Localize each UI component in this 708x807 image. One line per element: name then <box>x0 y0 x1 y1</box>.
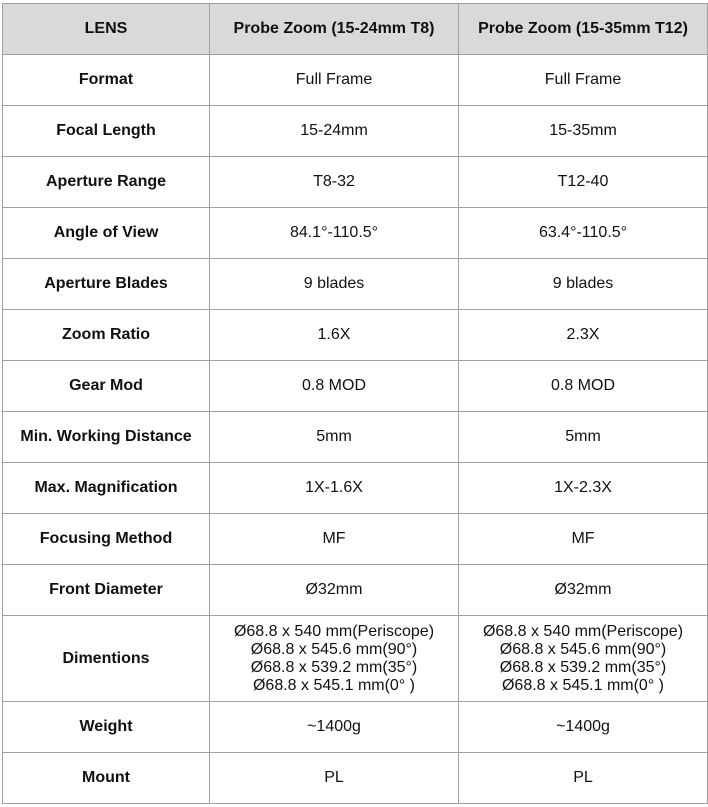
table-row: Min. Working Distance 5mm 5mm <box>2 411 708 463</box>
row-label: Angle of View <box>2 207 210 259</box>
header-cell: Probe Zoom (15-24mm T8) <box>209 3 459 55</box>
table-cell: 15-35mm <box>458 105 708 157</box>
cell-line: Ø68.8 x 540 mm(Periscope) <box>482 622 684 640</box>
table-row: Focusing Method MF MF <box>2 513 708 565</box>
table-cell: ~1400g <box>458 701 708 753</box>
table-cell: 9 blades <box>209 258 459 310</box>
table-cell: 9 blades <box>458 258 708 310</box>
table-cell: ~1400g <box>209 701 459 753</box>
cell-line: Ø68.8 x 540 mm(Periscope) <box>233 622 435 640</box>
table-cell: Ø68.8 x 540 mm(Periscope) Ø68.8 x 545.6 m… <box>458 615 708 702</box>
table-cell: PL <box>209 752 459 804</box>
cell-line: Ø68.8 x 545.6 mm(90°) <box>250 640 418 658</box>
table-cell: 1X-1.6X <box>209 462 459 514</box>
table-row: Max. Magnification 1X-1.6X 1X-2.3X <box>2 462 708 514</box>
table-row: Weight ~1400g ~1400g <box>2 701 708 753</box>
row-label: Front Diameter <box>2 564 210 616</box>
table-row: Dimentions Ø68.8 x 540 mm(Periscope) Ø68.8… <box>2 615 708 702</box>
table-row: Angle of View 84.1°-110.5° 63.4°-110.5° <box>2 207 708 259</box>
cell-line: Ø68.8 x 545.6 mm(90°) <box>499 640 667 658</box>
row-label: Weight <box>2 701 210 753</box>
row-label: Zoom Ratio <box>2 309 210 361</box>
cell-line: Ø68.8 x 539.2 mm(35°) <box>250 658 418 676</box>
table-cell: MF <box>209 513 459 565</box>
table-row: Zoom Ratio 1.6X 2.3X <box>2 309 708 361</box>
row-label: Format <box>2 54 210 106</box>
row-label: Gear Mod <box>2 360 210 412</box>
table-cell: T8-32 <box>209 156 459 208</box>
table-cell: Full Frame <box>458 54 708 106</box>
table-cell: 0.8 MOD <box>458 360 708 412</box>
header-cell: LENS <box>2 3 210 55</box>
row-label: Focusing Method <box>2 513 210 565</box>
table-cell: 1X-2.3X <box>458 462 708 514</box>
table-cell: 15-24mm <box>209 105 459 157</box>
table-cell: 1.6X <box>209 309 459 361</box>
cell-line: Ø68.8 x 539.2 mm(35°) <box>499 658 667 676</box>
table-row: Mount PL PL <box>2 752 708 804</box>
row-label: Min. Working Distance <box>2 411 210 463</box>
table-cell: 84.1°-110.5° <box>209 207 459 259</box>
table-cell: 2.3X <box>458 309 708 361</box>
table-body: Format Full Frame Full Frame Focal Length 15… <box>2 54 708 804</box>
row-label: Aperture Range <box>2 156 210 208</box>
cell-line: Ø68.8 x 545.1 mm(0° ) <box>501 676 664 694</box>
table-cell: 5mm <box>209 411 459 463</box>
table-cell: PL <box>458 752 708 804</box>
table-cell: 5mm <box>458 411 708 463</box>
table-cell: MF <box>458 513 708 565</box>
table-cell: Ø32mm <box>458 564 708 616</box>
table-cell: Ø68.8 x 540 mm(Periscope) Ø68.8 x 545.6 m… <box>209 615 459 702</box>
cell-line: Ø68.8 x 545.1 mm(0° ) <box>252 676 415 694</box>
spec-table: LENS Probe Zoom (15-24mm T8) Probe Zoom (1… <box>2 3 708 804</box>
table-row: Aperture Range T8-32 T12-40 <box>2 156 708 208</box>
table-row: Aperture Blades 9 blades 9 blades <box>2 258 708 310</box>
table-cell: Ø32mm <box>209 564 459 616</box>
row-label: Aperture Blades <box>2 258 210 310</box>
header-cell: Probe Zoom (15-35mm T12) <box>458 3 708 55</box>
table-row: Gear Mod 0.8 MOD 0.8 MOD <box>2 360 708 412</box>
table-cell: 63.4°-110.5° <box>458 207 708 259</box>
table-row: Front Diameter Ø32mm Ø32mm <box>2 564 708 616</box>
row-label: Dimentions <box>2 615 210 702</box>
table-cell: T12-40 <box>458 156 708 208</box>
row-label: Max. Magnification <box>2 462 210 514</box>
table-cell: Full Frame <box>209 54 459 106</box>
row-label: Focal Length <box>2 105 210 157</box>
row-label: Mount <box>2 752 210 804</box>
header-row: LENS Probe Zoom (15-24mm T8) Probe Zoom (1… <box>2 3 708 55</box>
table-cell: 0.8 MOD <box>209 360 459 412</box>
table-row: Focal Length 15-24mm 15-35mm <box>2 105 708 157</box>
table-row: Format Full Frame Full Frame <box>2 54 708 106</box>
